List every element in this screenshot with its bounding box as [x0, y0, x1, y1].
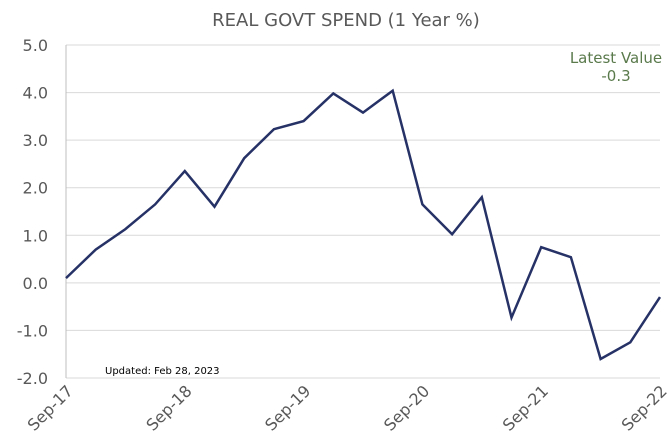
y-tick-label: -2.0: [17, 369, 48, 388]
x-tick-label: Sep-22: [618, 381, 668, 434]
x-tick-label: Sep-18: [142, 381, 195, 434]
series-group: [65, 88, 662, 361]
y-tick-label: 5.0: [23, 36, 48, 55]
latest-value-label: Latest Value: [570, 49, 662, 67]
y-tick-label: 3.0: [23, 131, 48, 150]
x-tick-label: Sep-20: [380, 381, 433, 434]
chart-title: REAL GOVT SPEND (1 Year %): [212, 10, 480, 31]
x-tick-label: Sep-21: [499, 381, 552, 434]
y-tick-label: 0.0: [23, 274, 48, 293]
x-tick-label: Sep-19: [261, 381, 314, 434]
updated-date: Updated: Feb 28, 2023: [105, 366, 220, 377]
y-tick-label: 1.0: [23, 226, 48, 245]
latest-value: -0.3: [601, 67, 630, 85]
y-axis-ticks: 5.0 4.0 3.0 2.0 1.0 0.0 -1.0 -2.0: [17, 36, 48, 388]
gridlines: [65, 44, 660, 379]
y-tick-label: 4.0: [23, 84, 48, 103]
x-axis-ticks: Sep-17 Sep-18 Sep-19 Sep-20 Sep-21 Sep-22: [24, 381, 668, 434]
series-line: [65, 88, 662, 361]
x-tick-label: Sep-17: [24, 381, 77, 434]
y-tick-label: -1.0: [17, 321, 48, 340]
y-tick-label: 2.0: [23, 179, 48, 198]
